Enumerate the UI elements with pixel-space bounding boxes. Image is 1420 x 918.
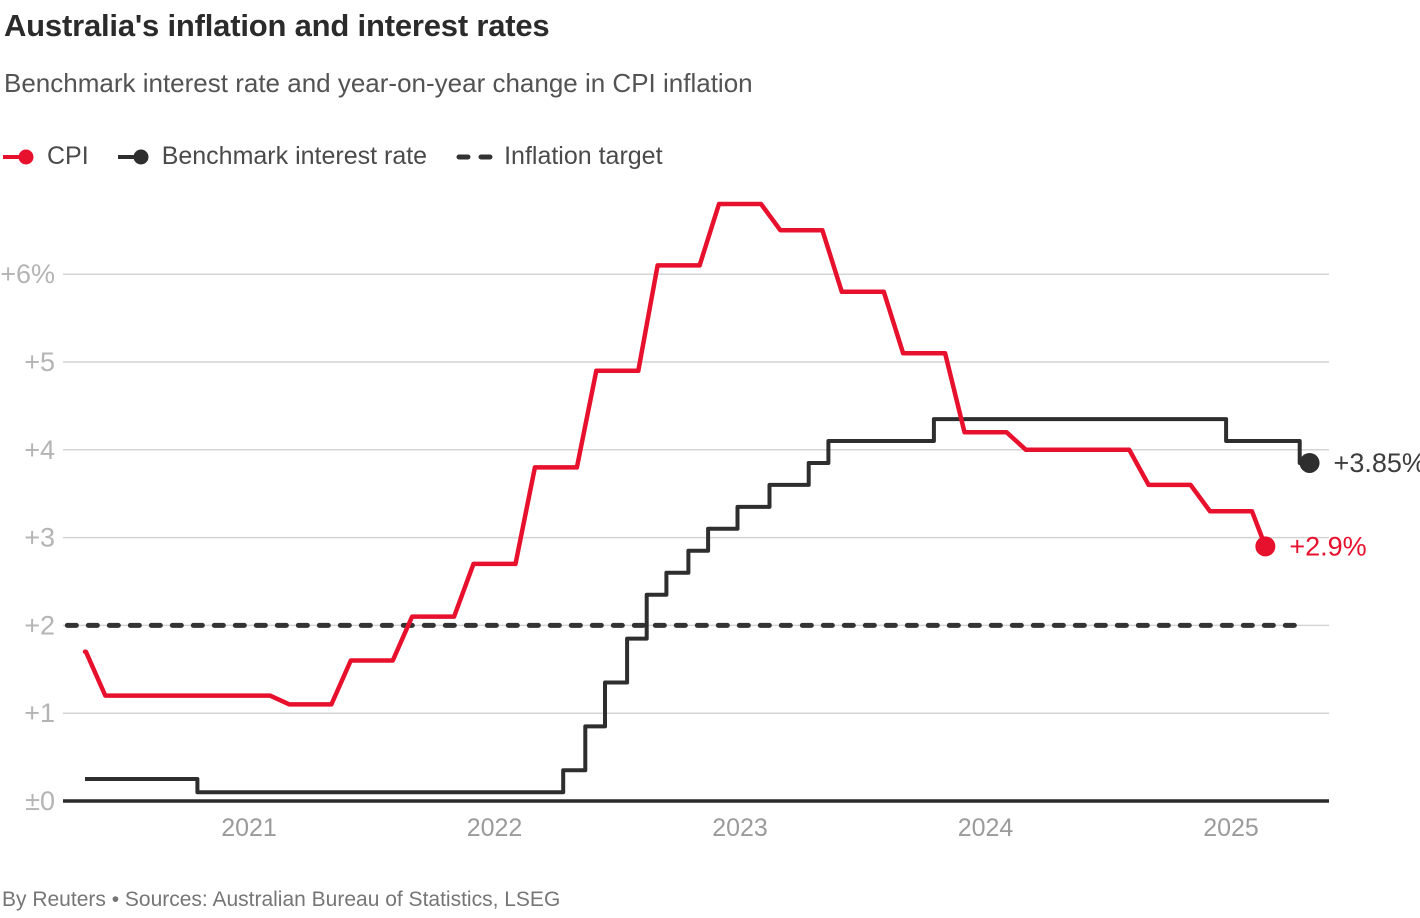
page-subtitle: Benchmark interest rate and year-on-year… xyxy=(4,68,753,98)
dashed-line-icon xyxy=(456,154,494,159)
y-tick-label: ±0 xyxy=(25,786,55,816)
y-tick-label: +5 xyxy=(24,347,55,377)
y-tick-label: +6% xyxy=(0,259,55,289)
legend-label-benchmark-rate: Benchmark interest rate xyxy=(161,142,428,170)
x-tick-label: 2025 xyxy=(1203,814,1259,842)
x-tick-label: 2023 xyxy=(712,814,768,842)
legend-item-benchmark-rate: Benchmark interest rate xyxy=(117,142,427,171)
y-tick-label: +3 xyxy=(24,523,55,553)
y-tick-label: +1 xyxy=(24,698,55,728)
y-tick-label: +4 xyxy=(24,435,55,465)
x-tick-label: 2024 xyxy=(958,814,1014,842)
cpi-line-dot-icon xyxy=(3,149,34,164)
benchmark-rate-end-dot xyxy=(1299,452,1320,473)
benchmark-line-dot-icon xyxy=(117,149,149,164)
y-tick-label: +2 xyxy=(24,610,55,640)
legend-item-cpi: CPI xyxy=(2,142,89,171)
x-tick-label: 2021 xyxy=(221,814,277,842)
legend: CPI Benchmark interest rate Inflation ta… xyxy=(2,142,663,171)
source-note: By Reuters • Sources: Australian Bureau … xyxy=(2,888,561,911)
benchmark-rate-end-label: +3.85% xyxy=(1334,448,1420,478)
cpi-line xyxy=(82,201,1268,707)
chart-canvas: ±0 +1 +2 +3 +4 +5 +6% 2021 2022 2023 2024 2025 +3.85… xyxy=(0,201,1420,842)
x-tick-label: 2022 xyxy=(467,814,523,842)
cpi-end-label: +2.9% xyxy=(1289,531,1366,561)
benchmark-rate-line xyxy=(85,417,1310,795)
chart-area: ±0 +1 +2 +3 +4 +5 +6% 2021 2022 2023 2024 2025 +3.85… xyxy=(0,180,1420,850)
cpi-end-dot xyxy=(1255,536,1276,557)
legend-label-cpi: CPI xyxy=(47,142,89,170)
legend-item-inflation-target: Inflation target xyxy=(455,142,663,171)
legend-label-inflation-target: Inflation target xyxy=(504,142,663,170)
page-title: Australia's inflation and interest rates xyxy=(4,8,550,43)
